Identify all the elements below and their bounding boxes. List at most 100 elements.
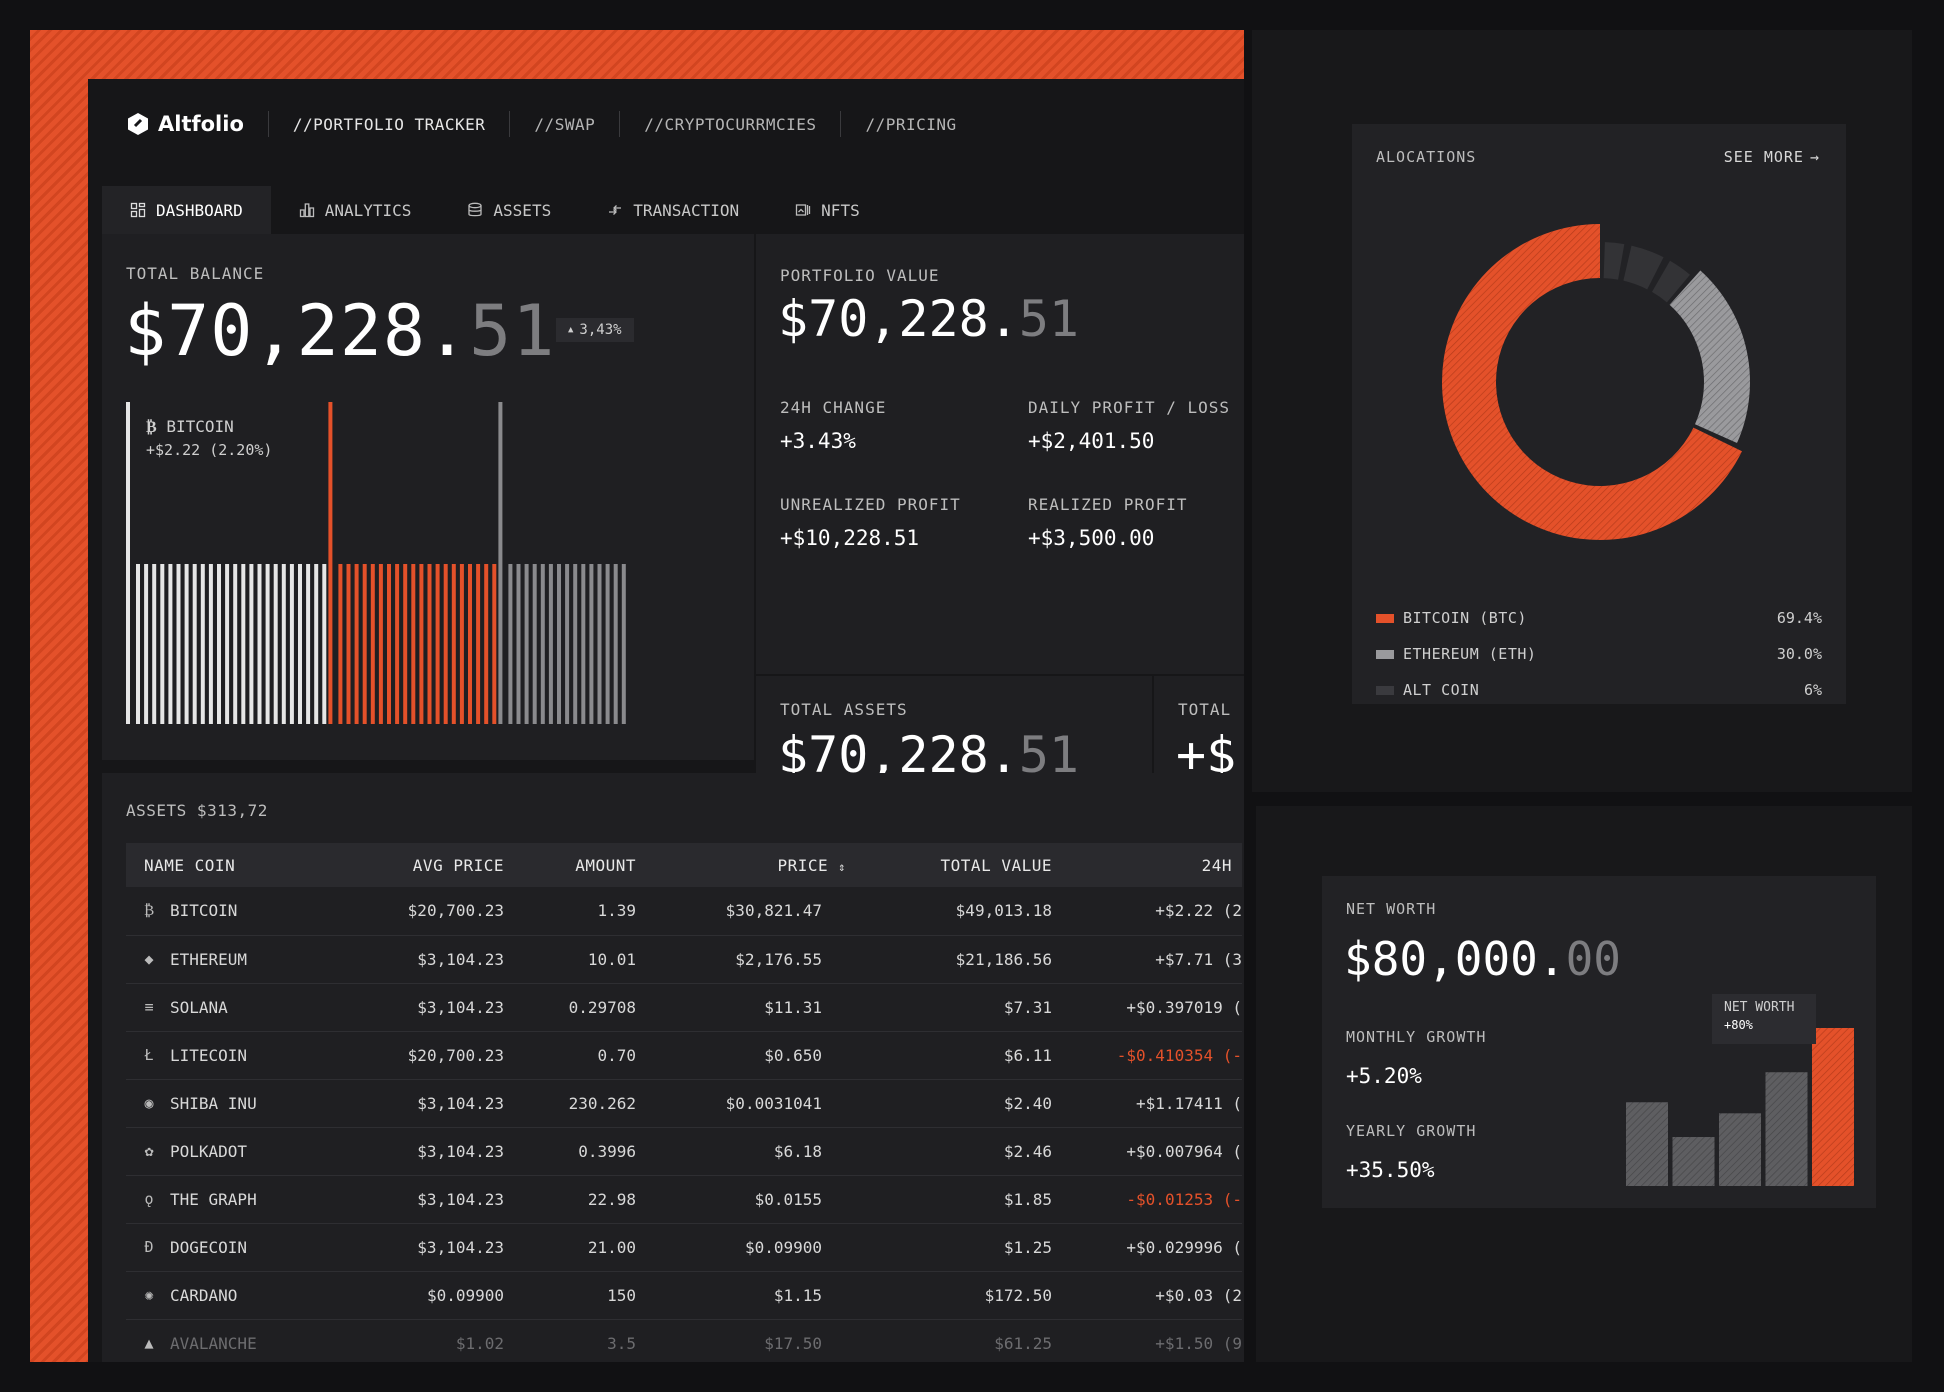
tab-nfts[interactable]: NFTS: [767, 186, 888, 234]
cell-total-value: $7.31: [846, 983, 1052, 1032]
sort-icon[interactable]: ⇕: [838, 859, 846, 874]
chart-bar: [540, 564, 545, 724]
tooltip-title: NET WORTH: [1724, 1000, 1795, 1015]
cell-price: $0.09900: [636, 1223, 846, 1272]
col-total-value[interactable]: TOTAL VALUE: [846, 843, 1052, 887]
chart-bar: [468, 564, 472, 724]
table-header-row: NAME COIN AVG PRICE AMOUNT PRICE ⇕ TOTAL…: [126, 843, 1242, 887]
cell-24h: +$0.029996 (: [1052, 1223, 1242, 1272]
chart-marker-line: [498, 402, 503, 724]
col-name[interactable]: NAME COIN: [126, 843, 326, 887]
cell-total-value: $1.85: [846, 1175, 1052, 1224]
chart-bar: [273, 564, 278, 724]
total-balance-panel: TOTAL BALANCE $70,228.51 ▲ 3,43% ₿ BITCO…: [102, 234, 754, 760]
see-more-link[interactable]: SEE MORE →: [1724, 148, 1820, 166]
net-worth-bar[interactable]: [1626, 1102, 1668, 1186]
nav-portfolio-tracker[interactable]: //PORTFOLIO TRACKER: [292, 114, 486, 134]
ethereum-icon: ◆: [144, 950, 154, 968]
net-worth-bar[interactable]: [1765, 1072, 1808, 1186]
allocation-donut-chart[interactable]: [1430, 212, 1770, 552]
tab-dashboard[interactable]: DASHBOARD: [102, 186, 271, 234]
cell-coin: ₿ BITCOIN: [126, 887, 326, 936]
database-icon: [468, 202, 483, 217]
cell-24h: +$1.17411 (: [1052, 1079, 1242, 1128]
table-row[interactable]: ◆ ETHEREUM $3,104.23 10.01 $2,176.55 $21,186.…: [126, 935, 1242, 984]
logo[interactable]: Altfolio: [126, 112, 244, 136]
donut-slice-bitcoin[interactable]: [1442, 224, 1743, 540]
col-price[interactable]: PRICE ⇕: [636, 843, 846, 887]
table-row[interactable]: ₿ BITCOIN $20,700.23 1.39 $30,821.47 $49,013.…: [126, 887, 1242, 936]
tab-assets[interactable]: ASSETS: [439, 186, 579, 234]
donut-slice-ethereum[interactable]: [1669, 270, 1750, 444]
chart-bar: [573, 564, 578, 724]
table-row[interactable]: ≡ SOLANA $3,104.23 0.29708 $11.31 $7.31 +$0.39…: [126, 983, 1242, 1032]
legend-swatch: [1376, 685, 1394, 695]
chart-bar: [597, 564, 602, 724]
table-row[interactable]: Đ DOGECOIN $3,104.23 21.00 $0.09900 $1.25 +$0.…: [126, 1223, 1242, 1272]
nav-pricing[interactable]: //PRICING: [865, 114, 957, 134]
legend-label: BITCOIN (BTC): [1403, 609, 1527, 627]
col-avg-price[interactable]: AVG PRICE: [326, 843, 508, 887]
donut-slice-alt[interactable]: [1623, 245, 1664, 290]
chart-bar: [233, 564, 238, 724]
net-worth-card: NET WORTH $80,000.00 MONTHLY GROWTH +5.2…: [1322, 876, 1876, 1208]
tab-analytics[interactable]: ANALYTICS: [271, 186, 440, 234]
cell-coin: ▲ AVALANCHE: [126, 1319, 326, 1362]
assets-title: ASSETS $313,72: [126, 801, 268, 820]
cell-coin: ◆ ETHEREUM: [126, 935, 326, 984]
net-worth-bar[interactable]: [1719, 1113, 1761, 1186]
cell-price: $11.31: [636, 983, 846, 1032]
coin-name: LITECOIN: [170, 1045, 248, 1065]
cell-avg-price: $3,104.23: [326, 1079, 508, 1128]
net-worth-bar-chart[interactable]: [1624, 1026, 1860, 1188]
coin-name: THE GRAPH: [170, 1189, 257, 1209]
chart-bar: [265, 564, 270, 724]
chart-bar: [581, 564, 586, 724]
table-row[interactable]: Ł LITECOIN $20,700.23 0.70 $0.650 $6.11 -$0.41…: [126, 1031, 1242, 1080]
nav-swap[interactable]: //SWAP: [534, 114, 596, 134]
tab-transaction[interactable]: TRANSACTION: [579, 186, 767, 234]
net-worth-bar[interactable]: [1672, 1137, 1715, 1186]
cell-price: $0.650: [636, 1031, 846, 1080]
balance-bar-chart[interactable]: [126, 394, 736, 734]
allocations-title: ALOCATIONS: [1376, 148, 1477, 166]
table-row[interactable]: ✺ CARDANO $0.09900 150 $1.15 $172.50 +$0.03 (2: [126, 1271, 1242, 1320]
legend-item: ETHEREUM (ETH) 30.0%: [1376, 644, 1822, 664]
cell-total-value: $1.25: [846, 1223, 1052, 1272]
caret-up-icon: ▲: [568, 325, 574, 335]
chart-bar: [435, 564, 440, 724]
col-amount[interactable]: AMOUNT: [508, 843, 636, 887]
stat-label: 24H CHANGE: [780, 398, 887, 417]
chart-bar: [492, 564, 497, 724]
chart-marker-line: [126, 402, 130, 724]
col-24h[interactable]: 24H: [1052, 843, 1242, 887]
stat-value: +3.43%: [780, 429, 856, 453]
brand-name: Altfolio: [158, 112, 244, 136]
total-assets-label: TOTAL ASSETS: [780, 700, 908, 719]
tab-bar: DASHBOARD ANALYTICS ASSETS TRANSACTION N…: [102, 186, 1244, 234]
nft-icon: [796, 204, 811, 216]
table-row[interactable]: ▲ AVALANCHE $1.02 3.5 $17.50 $61.25 +$1.50 (9: [126, 1319, 1242, 1362]
total-balance-value: $70,228.51: [124, 290, 556, 372]
cardano-icon: ✺: [144, 1286, 154, 1304]
chart-bar: [484, 564, 489, 724]
chart-bar: [192, 564, 197, 724]
total-balance-label: TOTAL BALANCE: [126, 264, 265, 283]
dashboard-icon: [130, 202, 146, 218]
chart-bar: [459, 564, 464, 724]
total-secondary-label: TOTAL: [1178, 700, 1232, 719]
table-row[interactable]: ◉ SHIBA INU $3,104.23 230.262 $0.0031041 $2.4…: [126, 1079, 1242, 1128]
cell-total-value: $172.50: [846, 1271, 1052, 1320]
chart-bar: [176, 564, 181, 724]
cell-24h: -$0.410354 (-: [1052, 1031, 1242, 1080]
net-worth-bar[interactable]: [1812, 1028, 1854, 1186]
nav-cryptocurrencies[interactable]: //CRYPTOCURRMCIES: [644, 114, 817, 134]
chart-bar: [152, 564, 157, 724]
nav-divider: [619, 111, 621, 137]
cell-price: $1.15: [636, 1271, 846, 1320]
donut-slice-alt[interactable]: [1652, 260, 1690, 303]
table-row[interactable]: ✿ POLKADOT $3,104.23 0.3996 $6.18 $2.46 +$0.00…: [126, 1127, 1242, 1176]
donut-slice-alt[interactable]: [1603, 242, 1625, 280]
table-row[interactable]: ǫ THE GRAPH $3,104.23 22.98 $0.0155 $1.85 -$0.…: [126, 1175, 1242, 1224]
chart-bar: [136, 564, 140, 724]
